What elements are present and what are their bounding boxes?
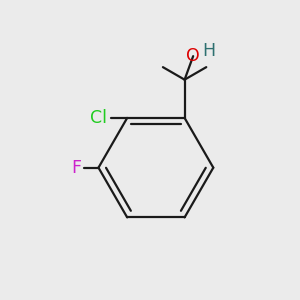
Text: F: F xyxy=(71,159,81,177)
Text: H: H xyxy=(202,42,215,60)
Text: Cl: Cl xyxy=(91,109,107,127)
Text: O: O xyxy=(186,47,200,65)
